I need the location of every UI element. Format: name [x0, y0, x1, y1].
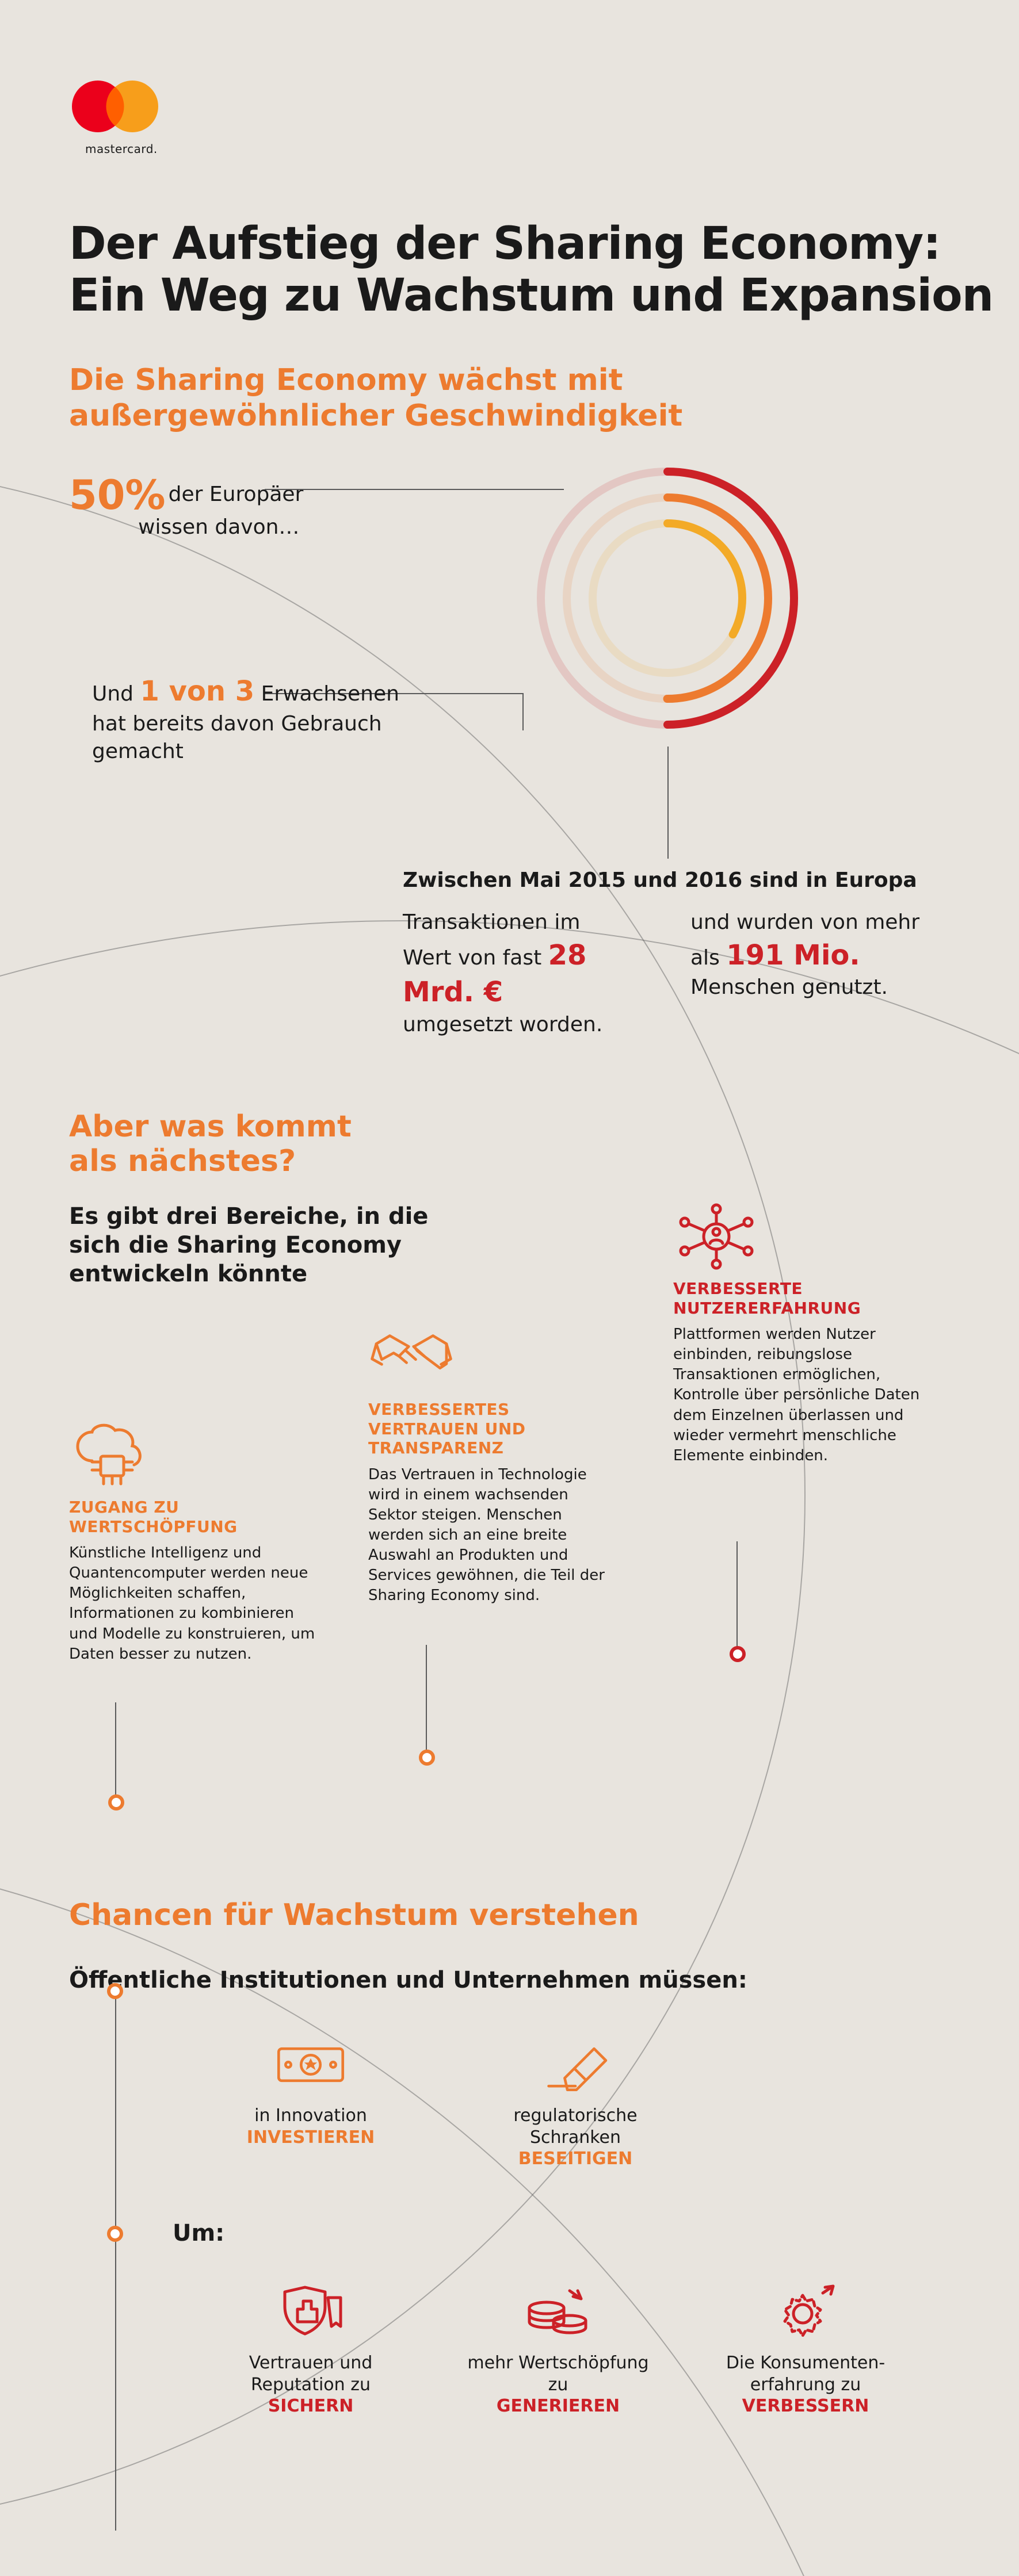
stat-50pct: 50% — [69, 472, 166, 519]
handshake-icon — [368, 1317, 621, 1392]
pillar-trust: VERBESSERTES VERTRAUEN UND TRANSPARENZ D… — [368, 1317, 621, 1606]
stat-1of3: Und 1 von 3 Erwachsenen hat bereits davo… — [92, 673, 460, 766]
action-secure: Vertrauen und Reputation zuSICHERN — [219, 2278, 403, 2417]
s3-title: Chancen für Wachstum verstehen — [69, 1898, 950, 1932]
gear-icon — [713, 2278, 898, 2347]
stat-50pct-label2: wissen davon… — [138, 515, 311, 539]
brand-name: mastercard. — [85, 142, 161, 156]
coins-icon — [466, 2278, 650, 2347]
money-icon — [219, 2030, 403, 2099]
cloud-chip-icon — [69, 1415, 322, 1490]
ring-chart — [518, 449, 817, 750]
s2-title: Aber was kommt als nächstes? — [69, 1110, 950, 1179]
action-invest: in InnovationINVESTIEREN — [219, 2030, 403, 2170]
stat-users: und wurden von mehr als 191 Mio. Mensche… — [690, 909, 921, 1039]
date-range: Zwischen Mai 2015 und 2016 sind in Europ… — [403, 868, 917, 892]
um-label: Um: — [173, 2220, 224, 2246]
s3-lead: Öffentliche Institutionen und Unternehme… — [69, 1967, 950, 1993]
page-headline: Der Aufstieg der Sharing Economy: Ein We… — [69, 219, 993, 321]
action-generate: mehr Wertschöpfung zuGENERIEREN — [466, 2278, 650, 2417]
action-deregulate: regulatorische SchrankenBESEITIGEN — [483, 2030, 667, 2170]
action-improve: Die Konsumenten- erfahrung zuVERBESSERN — [713, 2278, 898, 2417]
eraser-icon — [483, 2030, 667, 2099]
shield-icon — [219, 2278, 403, 2347]
s1-subhead: Die Sharing Economy wächst mit außergewö… — [69, 362, 950, 434]
stat-tx-value: Transaktionen im Wert von fast 28 Mrd. €… — [403, 909, 633, 1039]
stat-50pct-label1: der Europäer — [169, 483, 304, 506]
s2-lead: Es gibt drei Bereiche, in die sich die S… — [69, 1202, 437, 1288]
brand-logo: mastercard. — [69, 78, 161, 156]
pillar-ux: VERBESSERTE NUTZERERFAHRUNG Plattformen … — [673, 1196, 926, 1466]
network-icon — [673, 1196, 926, 1271]
pillar-access: ZUGANG ZU WERTSCHÖPFUNG Künstliche Intel… — [69, 1415, 322, 1664]
